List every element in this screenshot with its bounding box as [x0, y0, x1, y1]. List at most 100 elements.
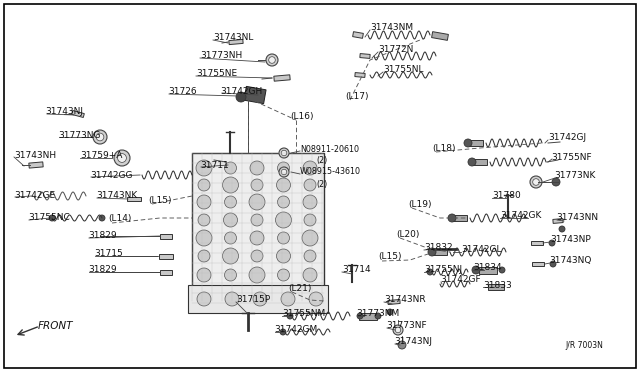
Circle shape [472, 266, 480, 274]
Circle shape [549, 240, 555, 246]
Circle shape [225, 162, 237, 174]
Circle shape [278, 232, 289, 244]
Circle shape [279, 167, 289, 177]
Circle shape [304, 250, 316, 262]
Text: 31743NJ: 31743NJ [394, 337, 432, 346]
Circle shape [387, 309, 393, 315]
Circle shape [223, 213, 237, 227]
Circle shape [269, 57, 275, 63]
Text: 31743NN: 31743NN [556, 214, 598, 222]
Text: 31833: 31833 [483, 280, 512, 289]
Circle shape [266, 54, 278, 66]
Text: 31755NC: 31755NC [28, 214, 70, 222]
Text: 31773NG: 31773NG [58, 131, 100, 140]
Text: 31755NJ: 31755NJ [424, 266, 462, 275]
Circle shape [276, 249, 291, 263]
Circle shape [552, 178, 560, 186]
Circle shape [532, 179, 540, 185]
Polygon shape [431, 32, 449, 40]
Polygon shape [531, 241, 543, 245]
Circle shape [251, 179, 263, 191]
Text: (L18): (L18) [432, 144, 456, 153]
Text: 31742GF: 31742GF [440, 276, 481, 285]
Text: (L21): (L21) [288, 283, 312, 292]
Polygon shape [274, 75, 290, 81]
Circle shape [276, 178, 291, 192]
Text: 31759+A: 31759+A [80, 151, 122, 160]
Text: 31755NL: 31755NL [383, 65, 424, 74]
Circle shape [118, 154, 127, 163]
Text: 31773NH: 31773NH [200, 51, 243, 61]
Text: (L16): (L16) [290, 112, 314, 121]
Text: 31743NK: 31743NK [96, 192, 137, 201]
Circle shape [304, 214, 316, 226]
Circle shape [281, 169, 287, 175]
Circle shape [225, 269, 237, 281]
Polygon shape [353, 32, 364, 38]
Text: 31743NQ: 31743NQ [549, 257, 591, 266]
Circle shape [303, 268, 317, 282]
Circle shape [236, 92, 246, 102]
Circle shape [249, 194, 265, 210]
Text: N08911-20610: N08911-20610 [300, 144, 359, 154]
Circle shape [398, 341, 406, 349]
Circle shape [249, 267, 265, 283]
Circle shape [197, 292, 211, 306]
Circle shape [303, 195, 317, 209]
Circle shape [196, 230, 212, 246]
Circle shape [281, 292, 295, 306]
Text: 31829: 31829 [88, 266, 116, 275]
Circle shape [253, 292, 267, 306]
Text: 31743NP: 31743NP [550, 235, 591, 244]
Circle shape [223, 177, 239, 193]
Polygon shape [360, 54, 370, 58]
Text: 31742GL: 31742GL [461, 246, 502, 254]
Circle shape [250, 231, 264, 245]
Circle shape [198, 250, 210, 262]
Circle shape [309, 292, 323, 306]
Text: FRONT: FRONT [38, 321, 74, 331]
Text: 31755NF: 31755NF [551, 153, 591, 161]
Text: 31742GJ: 31742GJ [548, 134, 586, 142]
Circle shape [250, 161, 264, 175]
Circle shape [196, 160, 212, 176]
Circle shape [304, 179, 316, 191]
Polygon shape [160, 234, 172, 238]
Bar [188, 285, 328, 313]
Text: 31773NK: 31773NK [554, 171, 595, 180]
Circle shape [396, 327, 401, 333]
Polygon shape [229, 39, 243, 45]
Circle shape [251, 250, 263, 262]
Polygon shape [127, 197, 141, 201]
Text: 31832: 31832 [424, 244, 452, 253]
Text: (2): (2) [316, 157, 327, 166]
Text: (L20): (L20) [396, 230, 419, 238]
Polygon shape [479, 266, 497, 273]
Text: W08915-43610: W08915-43610 [300, 167, 361, 176]
Polygon shape [553, 219, 563, 224]
Circle shape [499, 267, 505, 273]
Circle shape [99, 215, 105, 221]
Circle shape [278, 196, 289, 208]
Text: 31715: 31715 [94, 250, 123, 259]
Polygon shape [244, 86, 266, 104]
Text: 31742GM: 31742GM [274, 326, 317, 334]
Text: 31743NR: 31743NR [384, 295, 426, 305]
Circle shape [197, 268, 211, 282]
Circle shape [357, 313, 363, 319]
Circle shape [278, 269, 289, 281]
Text: 31742GG: 31742GG [90, 170, 132, 180]
Circle shape [279, 148, 289, 158]
Text: 31743NL: 31743NL [213, 33, 253, 42]
Polygon shape [488, 284, 504, 290]
Polygon shape [433, 249, 447, 255]
Circle shape [281, 150, 287, 156]
Text: 31742GH: 31742GH [220, 87, 262, 96]
Polygon shape [388, 299, 400, 305]
Text: 31714: 31714 [342, 266, 371, 275]
Circle shape [468, 158, 476, 166]
Polygon shape [473, 159, 487, 165]
Circle shape [427, 269, 433, 275]
Text: 31772N: 31772N [378, 45, 413, 55]
Circle shape [550, 261, 556, 267]
